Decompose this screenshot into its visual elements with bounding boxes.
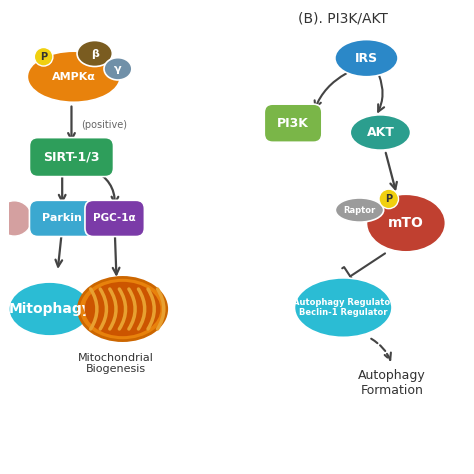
FancyArrowPatch shape [100,289,107,329]
FancyArrowPatch shape [110,289,116,329]
Text: mTO: mTO [388,216,424,230]
FancyArrowPatch shape [138,289,145,329]
FancyArrowPatch shape [119,289,126,329]
Ellipse shape [85,282,161,336]
Text: γ: γ [114,64,122,74]
Text: Autophagy
Formation: Autophagy Formation [358,369,426,397]
Ellipse shape [104,58,132,80]
Text: SIRT-1/3: SIRT-1/3 [43,151,100,164]
Ellipse shape [294,278,392,337]
Text: P: P [385,194,392,204]
FancyArrowPatch shape [91,289,97,329]
FancyBboxPatch shape [264,104,322,142]
Circle shape [34,47,53,66]
Text: AKT: AKT [366,126,394,139]
Ellipse shape [366,194,446,252]
Text: AMPKα: AMPKα [52,72,96,82]
Ellipse shape [79,277,167,341]
Text: PI3K: PI3K [277,117,309,130]
Text: P: P [40,52,47,62]
Text: PGC-1α: PGC-1α [93,213,136,223]
FancyArrowPatch shape [148,289,154,329]
FancyBboxPatch shape [85,201,145,237]
Text: Parkin: Parkin [42,213,82,223]
Ellipse shape [335,39,398,77]
Text: β: β [91,48,99,58]
Circle shape [379,189,399,209]
Text: Raptor: Raptor [343,206,375,215]
Ellipse shape [350,115,410,150]
Text: IRS: IRS [355,52,378,64]
FancyBboxPatch shape [29,201,95,237]
Text: Autophagy Regulator
Beclin-1 Regulator: Autophagy Regulator Beclin-1 Regulator [292,298,394,317]
Ellipse shape [77,40,112,66]
Text: (positive): (positive) [81,119,127,129]
Ellipse shape [9,282,91,336]
FancyBboxPatch shape [29,137,113,177]
Text: Mitophagy: Mitophagy [8,302,91,316]
Ellipse shape [27,51,120,102]
FancyArrowPatch shape [157,289,164,329]
Text: Mitochondrial
Biogenesis: Mitochondrial Biogenesis [78,353,154,374]
FancyArrowPatch shape [129,289,135,329]
Ellipse shape [335,198,383,222]
Ellipse shape [0,201,32,236]
Text: (B). PI3K/AKT: (B). PI3K/AKT [298,12,388,26]
